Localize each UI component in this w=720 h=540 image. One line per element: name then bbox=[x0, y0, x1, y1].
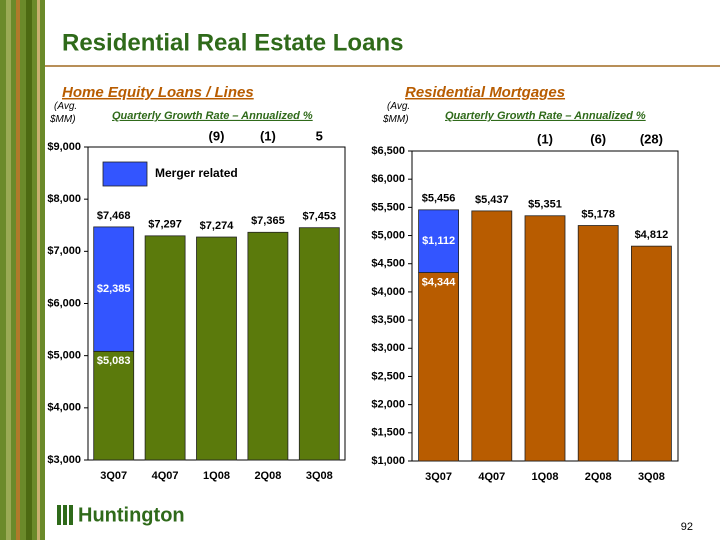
growth-subtitle: Quarterly Growth Rate – Annualized % bbox=[112, 110, 313, 122]
x-tick-label: 1Q08 bbox=[532, 471, 559, 483]
y-axis-label: (Avg. $MM) bbox=[382, 101, 410, 125]
x-tick-label: 2Q08 bbox=[585, 471, 612, 483]
legend-swatch bbox=[102, 161, 148, 187]
growth-rate: (28) bbox=[640, 131, 663, 146]
total-label: $5,178 bbox=[581, 208, 615, 220]
bar-segment bbox=[93, 226, 135, 352]
y-tick-label: $1,000 bbox=[371, 455, 405, 467]
y-tick-label: $6,000 bbox=[371, 173, 405, 185]
sidebar bbox=[0, 0, 45, 540]
growth-rate: (6) bbox=[590, 131, 606, 146]
value-label: $2,385 bbox=[97, 283, 131, 295]
y-tick-label: $3,500 bbox=[371, 314, 405, 326]
x-tick-label: 4Q07 bbox=[478, 471, 505, 483]
total-label: $7,297 bbox=[148, 219, 182, 231]
bar-segment bbox=[577, 225, 619, 462]
growth-subtitle: Quarterly Growth Rate – Annualized % bbox=[445, 110, 646, 122]
y-tick-label: $9,000 bbox=[47, 141, 81, 153]
y-tick-label: $4,500 bbox=[371, 258, 405, 270]
x-tick-label: 3Q07 bbox=[100, 470, 127, 482]
y-tick-label: $3,000 bbox=[371, 342, 405, 354]
bar-segment bbox=[144, 235, 186, 461]
total-label: $4,812 bbox=[635, 229, 669, 241]
y-tick-label: $5,000 bbox=[371, 229, 405, 241]
chart-title: Home Equity Loans / Lines bbox=[62, 84, 254, 101]
y-tick-label: $4,000 bbox=[47, 402, 81, 414]
x-tick-label: 1Q08 bbox=[203, 470, 230, 482]
logo bbox=[57, 505, 73, 525]
total-label: $5,437 bbox=[475, 194, 509, 206]
growth-rate: (9) bbox=[209, 128, 225, 143]
y-tick-label: $3,000 bbox=[47, 454, 81, 466]
x-tick-label: 3Q08 bbox=[306, 470, 333, 482]
total-label: $7,274 bbox=[200, 220, 235, 232]
growth-rate: (1) bbox=[537, 131, 553, 146]
chart-title: Residential Mortgages bbox=[405, 84, 565, 101]
x-tick-label: 2Q08 bbox=[254, 470, 281, 482]
total-label: $5,351 bbox=[528, 199, 562, 211]
y-tick-label: $7,000 bbox=[47, 245, 81, 257]
y-tick-label: $4,000 bbox=[371, 286, 405, 298]
y-tick-label: $2,000 bbox=[371, 399, 405, 411]
bar-segment bbox=[93, 350, 135, 461]
bar-segment bbox=[631, 245, 672, 462]
x-tick-label: 3Q07 bbox=[425, 471, 452, 483]
bar-segment bbox=[298, 227, 340, 461]
bar-segment bbox=[196, 236, 237, 461]
bar-segment bbox=[418, 209, 460, 273]
legend-label: Merger related bbox=[155, 166, 238, 180]
x-tick-label: 4Q07 bbox=[152, 470, 179, 482]
y-tick-label: $8,000 bbox=[47, 193, 81, 205]
value-label: $4,344 bbox=[422, 276, 457, 288]
total-label: $5,456 bbox=[422, 193, 456, 205]
bar-segment bbox=[247, 231, 289, 461]
total-label: $7,468 bbox=[97, 210, 131, 222]
logo-text: Huntington bbox=[78, 504, 185, 526]
value-label: $1,112 bbox=[422, 235, 455, 247]
bar-segment bbox=[524, 215, 566, 462]
page-number: 92 bbox=[681, 521, 693, 533]
x-tick-label: 3Q08 bbox=[638, 471, 665, 483]
total-label: $7,365 bbox=[251, 215, 285, 227]
y-tick-label: $1,500 bbox=[371, 427, 405, 439]
bar-segment bbox=[418, 272, 460, 462]
y-tick-label: $5,500 bbox=[371, 201, 405, 213]
growth-rate: (1) bbox=[260, 128, 276, 143]
y-tick-label: $5,000 bbox=[47, 350, 81, 362]
bar-segment bbox=[471, 210, 513, 462]
value-label: $5,083 bbox=[97, 355, 131, 367]
y-tick-label: $2,500 bbox=[371, 370, 405, 382]
y-tick-label: $6,000 bbox=[47, 297, 81, 309]
y-axis-label: (Avg. $MM) bbox=[49, 101, 77, 125]
growth-rate: 5 bbox=[316, 128, 323, 143]
y-tick-label: $6,500 bbox=[371, 145, 405, 157]
total-label: $7,453 bbox=[302, 211, 336, 223]
slide-title: Residential Real Estate Loans bbox=[62, 29, 403, 56]
